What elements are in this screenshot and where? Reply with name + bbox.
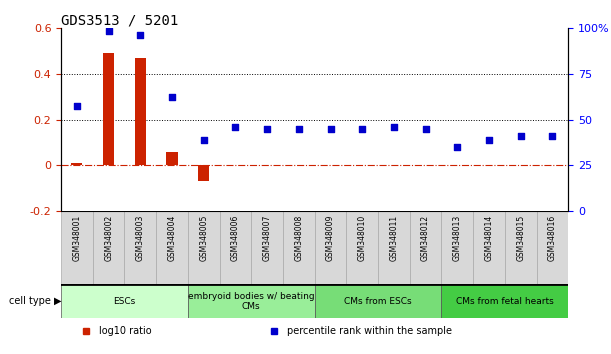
Bar xyxy=(103,53,114,165)
Bar xyxy=(315,211,346,284)
Text: GSM348001: GSM348001 xyxy=(73,215,81,261)
Text: GDS3513 / 5201: GDS3513 / 5201 xyxy=(61,13,178,27)
Bar xyxy=(219,211,251,284)
Bar xyxy=(135,58,146,165)
Text: cell type ▶: cell type ▶ xyxy=(9,296,61,306)
Bar xyxy=(505,211,536,284)
Point xyxy=(136,32,145,38)
Text: GSM348004: GSM348004 xyxy=(167,215,177,261)
Bar xyxy=(125,211,156,284)
Text: GSM348015: GSM348015 xyxy=(516,215,525,261)
Point xyxy=(547,133,557,138)
Text: GSM348013: GSM348013 xyxy=(453,215,462,261)
Point xyxy=(389,124,399,130)
Bar xyxy=(346,211,378,284)
Bar xyxy=(188,211,219,284)
Text: GSM348011: GSM348011 xyxy=(389,215,398,261)
Text: GSM348006: GSM348006 xyxy=(231,215,240,261)
Bar xyxy=(473,211,505,284)
Point xyxy=(104,28,114,33)
Bar xyxy=(198,165,210,181)
Point xyxy=(484,137,494,143)
Bar xyxy=(61,284,188,318)
Text: log10 ratio: log10 ratio xyxy=(99,326,152,336)
Bar xyxy=(166,152,178,165)
Bar xyxy=(536,211,568,284)
Text: GSM348009: GSM348009 xyxy=(326,215,335,261)
Bar xyxy=(441,284,568,318)
Text: percentile rank within the sample: percentile rank within the sample xyxy=(287,326,452,336)
Point xyxy=(452,144,462,150)
Bar xyxy=(61,211,93,284)
Text: GSM348014: GSM348014 xyxy=(485,215,494,261)
Text: GSM348002: GSM348002 xyxy=(104,215,113,261)
Bar xyxy=(283,211,315,284)
Text: CMs from ESCs: CMs from ESCs xyxy=(344,297,412,306)
Bar xyxy=(71,163,82,165)
Text: ESCs: ESCs xyxy=(114,297,136,306)
Text: GSM348003: GSM348003 xyxy=(136,215,145,261)
Point xyxy=(262,126,272,132)
Bar xyxy=(188,284,315,318)
Point xyxy=(167,94,177,100)
Point xyxy=(72,103,82,109)
Text: GSM348010: GSM348010 xyxy=(357,215,367,261)
Point xyxy=(516,133,525,138)
Bar xyxy=(441,211,473,284)
Bar xyxy=(93,211,125,284)
Point xyxy=(357,126,367,132)
Bar xyxy=(410,211,441,284)
Point xyxy=(421,126,431,132)
Point xyxy=(199,137,208,143)
Text: GSM348007: GSM348007 xyxy=(263,215,272,261)
Text: GSM348005: GSM348005 xyxy=(199,215,208,261)
Bar xyxy=(156,211,188,284)
Point xyxy=(294,126,304,132)
Bar xyxy=(315,284,441,318)
Text: GSM348012: GSM348012 xyxy=(421,215,430,261)
Bar xyxy=(378,211,410,284)
Point xyxy=(230,124,240,130)
Text: CMs from fetal hearts: CMs from fetal hearts xyxy=(456,297,554,306)
Text: embryoid bodies w/ beating
CMs: embryoid bodies w/ beating CMs xyxy=(188,292,315,311)
Text: GSM348008: GSM348008 xyxy=(295,215,303,261)
Bar xyxy=(251,211,283,284)
Point xyxy=(326,126,335,132)
Text: GSM348016: GSM348016 xyxy=(548,215,557,261)
